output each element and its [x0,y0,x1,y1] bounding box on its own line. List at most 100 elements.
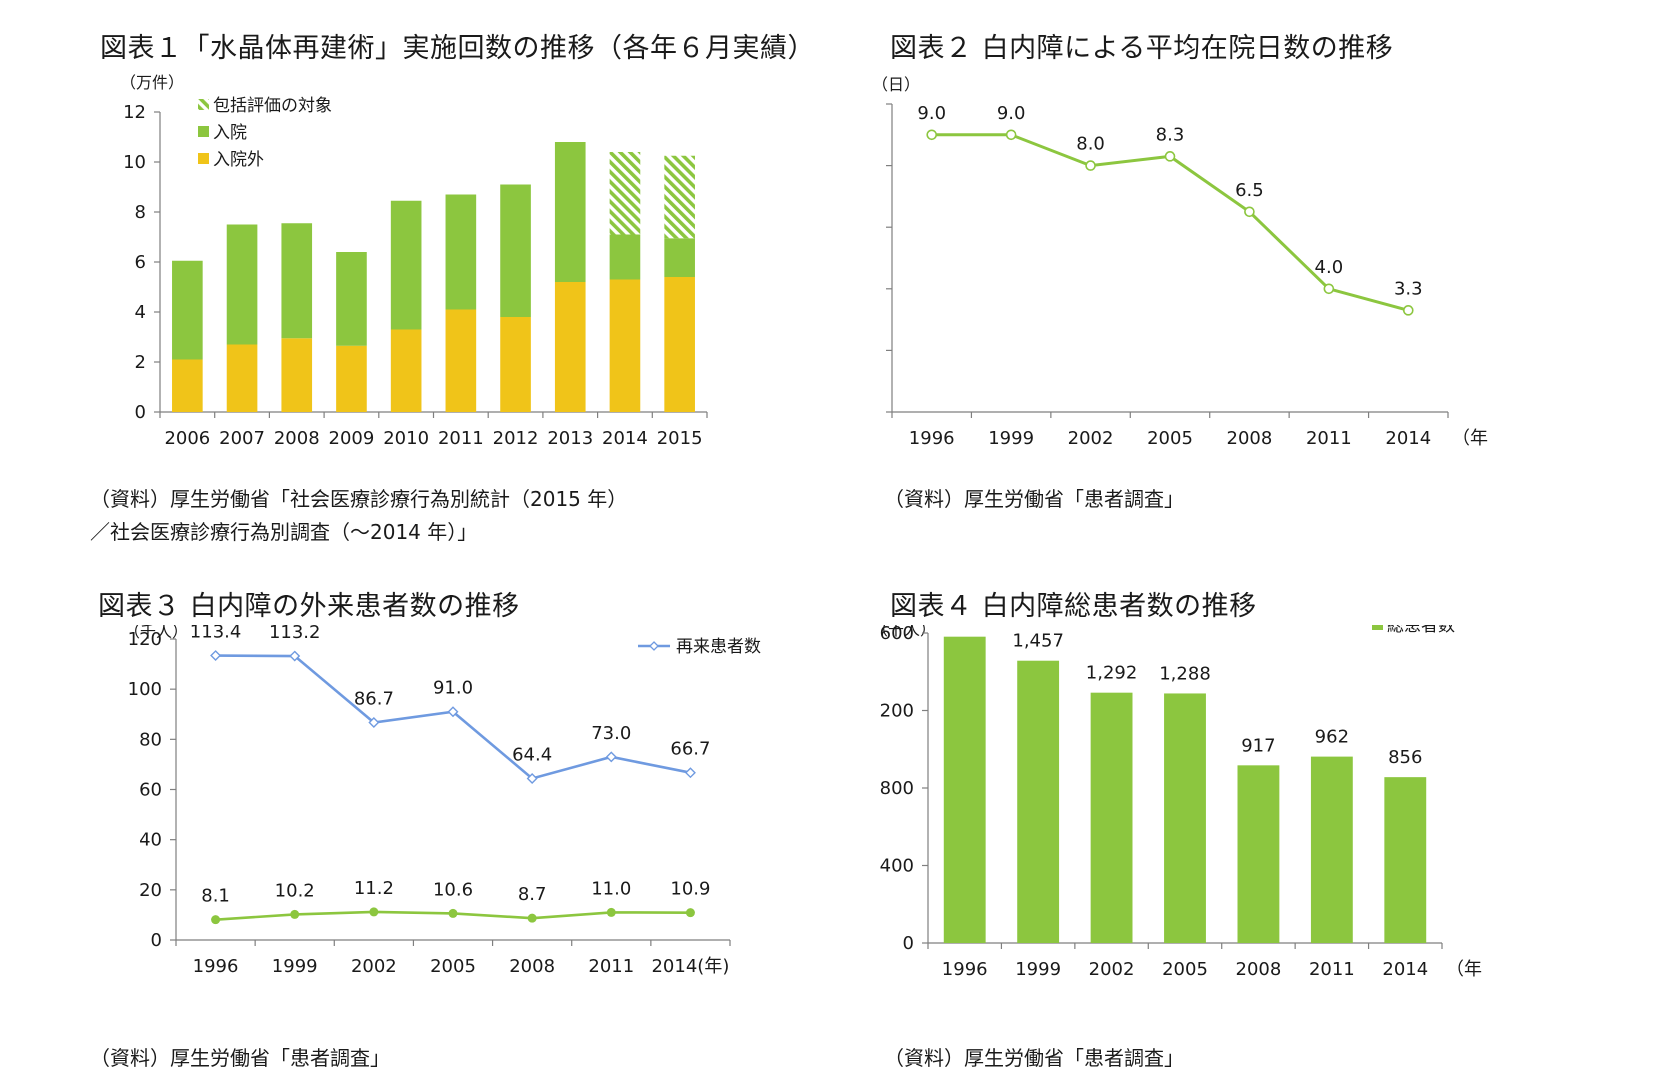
fig4-ytick-label: 1,200 [880,701,914,722]
fig3-ytick-label: 100 [128,679,162,700]
fig1-bar-inpatient [336,252,367,346]
fig3-xtick-label: 2002 [351,956,397,977]
fig4-legend-label: 総患者数 [1387,625,1455,636]
fig3-ytick-label: 20 [139,880,162,901]
fig1-bar-inpatient [445,194,477,310]
fig4-unit-label: （千人） [880,625,936,639]
fig1-title: 図表１「水晶体再建術」実施回数の推移（各年６月実績） [100,33,815,64]
fig1-xtick-label: 2014 [602,428,648,449]
fig1-xtick-label: 2015 [657,428,703,449]
fig2-point [1244,206,1255,218]
fig3-data-label-return-visit: 113.4 [190,625,242,643]
fig1-xtick-label: 2008 [274,428,320,449]
fig3-point-first-visit [448,908,458,918]
fig4-bar [1090,692,1133,943]
fig2-data-label: 4.0 [1315,257,1344,278]
fig3-point-return-visit [526,772,538,784]
fig1-bar-inpatient [664,238,695,277]
fig1-bar-inpatient [609,234,641,280]
fig3-legend-marker [649,641,659,651]
fig2-data-label: 6.5 [1235,180,1264,201]
fig4-source: （資料）厚生労働省「患者調査」 [884,1042,1184,1075]
fig3-data-label-return-visit: 73.0 [591,723,631,744]
fig1-xtick-label: 2006 [164,428,210,449]
fig3-title: 図表３ 白内障の外来患者数の推移 [98,591,520,622]
fig2-point [1085,160,1096,171]
fig2-point [926,129,938,141]
fig4-xtick-label: 2008 [1236,959,1282,980]
fig2-title: 図表２ 白内障による平均在院日数の推移 [890,33,1394,64]
fig3-data-label-return-visit: 91.0 [433,678,473,699]
fig3-unit-label: （千人） [124,625,188,641]
fig4-data-label: 917 [1241,735,1275,756]
fig1-bar-outpatient [172,359,203,412]
fig2-data-label: 8.3 [1156,124,1185,145]
fig2-point [1323,283,1335,295]
fig3-data-label-first-visit: 10.2 [275,880,315,901]
fig4-data-label: 962 [1315,727,1349,748]
fig1-bar-bundled [664,155,695,239]
fig4-xtick-label: 1996 [942,959,988,980]
fig3-ytick-label: 60 [139,780,162,801]
fig4-data-label: 1,581 [939,625,991,628]
fig1-ytick-label: 0 [135,402,146,423]
fig3-point-return-visit [605,751,617,763]
fig4-data-label: 1,288 [1159,663,1211,684]
fig4-ytick-label: 800 [880,778,914,799]
fig3-xtick-label: 1996 [193,956,239,977]
fig1-xtick-label: 2013 [547,428,593,449]
fig4-xtick-label: 1999 [1015,959,1061,980]
fig1-source-line-2: ／社会医療診療行為別調査（～2014 年）」 [90,520,478,544]
fig4-bar [1384,777,1427,943]
fig4-data-label: 1,292 [1086,663,1138,684]
fig1-bar-outpatient [664,277,695,412]
fig3-data-label-first-visit: 11.2 [354,878,394,899]
fig1-source: （資料）厚生労働省「社会医療診療行為別統計（2015 年） ／社会医療診療行為別… [90,483,627,549]
fig4-bar [1017,660,1060,943]
fig3-data-label-return-visit: 64.4 [512,744,552,765]
fig3-point-first-visit [290,909,300,919]
fig2-xtick-label: 2008 [1227,428,1273,449]
fig1-xtick-label: 2012 [493,428,539,449]
fig4-bar [1164,693,1206,943]
fig1-bar-outpatient [445,309,477,412]
fig1-ytick-label: 12 [123,102,146,123]
fig4-title: 図表４ 白内障総患者数の推移 [890,591,1257,622]
fig4-xtick-label: 2002 [1089,959,1135,980]
fig1-bar-inpatient [226,224,258,345]
fig4-data-label: 856 [1388,747,1422,768]
fig2-data-label: 8.0 [1076,134,1105,155]
fig3-xtick-label: 2014(年) [651,956,729,977]
fig2-source: （資料）厚生労働省「患者調査」 [884,483,1184,516]
fig3-point-return-visit [368,717,380,729]
fig1-ytick-label: 6 [135,252,146,273]
fig4-chart: （千人） 0 400 800 1,200 1,600 1996 1999 2002 2005 200… [880,625,1482,980]
fig2-data-label: 3.3 [1394,278,1423,299]
fig3-data-label-first-visit: 10.6 [433,879,473,900]
fig3-ytick-label: 0 [151,930,162,951]
fig4-xtick-label: 2011 [1309,959,1355,980]
fig2-xtick-label: 2005 [1147,428,1193,449]
fig3-point-return-visit [289,650,301,662]
fig1-xtick-label: 2010 [383,428,429,449]
fig1-bar-outpatient [336,345,367,412]
fig3-data-label-first-visit: 10.9 [670,879,710,900]
fig1-unit-label: （万件） [120,73,184,92]
fig3-xtick-label: 2005 [430,956,476,977]
fig1-legend-swatch [198,153,209,164]
fig3-point-first-visit [369,907,379,917]
fig4-ytick-label: 400 [880,856,914,877]
fig3-data-label-return-visit: 66.7 [670,739,710,760]
fig3-point-return-visit [684,767,696,779]
fig2-data-label: 9.0 [997,103,1026,124]
fig4-bar [1237,765,1280,943]
fig2-xtick-label: 1999 [988,428,1034,449]
fig1-bar-outpatient [609,279,641,412]
fig1-bar-inpatient [281,223,313,339]
fig2-xtick-label: 2002 [1068,428,1114,449]
fig4-ytick-label: 0 [903,933,914,954]
fig4-bar [1310,756,1353,943]
fig1-xtick-label: 2011 [438,428,484,449]
fig1-legend-swatch [198,99,209,110]
fig3-source-line-1: （資料）厚生労働省「患者調査」 [90,1046,390,1070]
